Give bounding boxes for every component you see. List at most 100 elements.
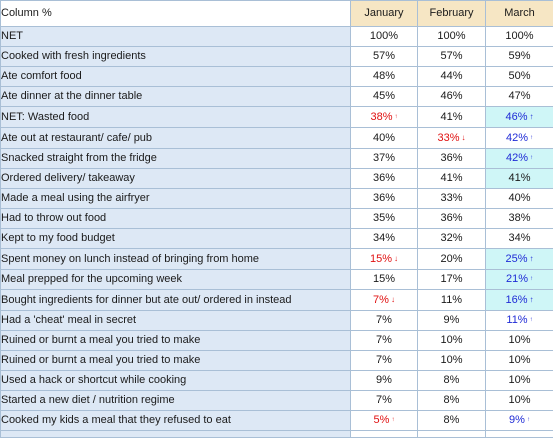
cell-value: 10% (486, 371, 553, 391)
table-row: Ate out at restaurant/ cafe/ pub 40% 33%↓4… (1, 128, 553, 149)
column-header-march[interactable]: March (486, 1, 553, 27)
cell-value: 33% (418, 189, 486, 209)
cell-value-text: 8% (444, 394, 460, 406)
cell-value: 33%↓ (418, 128, 486, 149)
cell-value-text: 5% (374, 414, 390, 426)
cell-value-text: 7% (376, 354, 392, 366)
cell-value: 5%↑ (351, 411, 418, 431)
cell-value-text: 41% (508, 172, 530, 184)
cell-value: 10% (486, 351, 553, 371)
cell-value: 36% (351, 189, 418, 209)
header-row: Column % January February March (1, 1, 553, 27)
cell-value-text: 33% (437, 132, 459, 144)
cell-value-text: 45% (373, 90, 395, 102)
cell-value-text: 57% (440, 50, 462, 62)
row-label: Had a 'cheat' meal in secret (1, 311, 351, 331)
cell-value: 35% (351, 209, 418, 229)
cell-value: 37% (351, 149, 418, 169)
cell-value-text: 47% (508, 90, 530, 102)
row-label: Started a new diet / nutrition regime (1, 391, 351, 411)
cell-value-text: 25% (505, 253, 527, 265)
arrow-up-icon: ↑ (530, 112, 534, 121)
cell-value: 41% (418, 169, 486, 189)
cell-value-text: 11% (506, 314, 527, 326)
cell-value: 7% (351, 331, 418, 351)
cell-value-text: 10% (508, 354, 530, 366)
arrow-down-icon: ↓ (391, 295, 395, 304)
cell-value: 7% (351, 311, 418, 331)
cell-value: 42%↑ (486, 128, 553, 149)
row-label: NET: Wasted food (1, 107, 351, 128)
cell-value-text: 35% (373, 212, 395, 224)
cell-value: 32% (418, 229, 486, 249)
cell-value: 40% (486, 189, 553, 209)
cell-value: 40% (351, 128, 418, 149)
cell-value-text: 10% (508, 394, 530, 406)
cell-value-text: 16% (505, 294, 527, 306)
cell-value-text: 37% (373, 152, 395, 164)
cell-value-text: 46% (505, 111, 527, 123)
column-header-january[interactable]: January (351, 1, 418, 27)
cell-value: 41% (418, 107, 486, 128)
cell-value: 9% (351, 371, 418, 391)
cell-value-text: 34% (508, 232, 530, 244)
cell-value: 38% (486, 209, 553, 229)
cell-value: 57% (418, 47, 486, 67)
table-row: Spent money on lunch instead of bringing… (1, 249, 553, 270)
row-label: Ate out at restaurant/ cafe/ pub (1, 128, 351, 149)
cell-value-text: 20% (440, 253, 462, 265)
cell-value-text: 38% (370, 111, 392, 123)
cell-value: 7% (351, 351, 418, 371)
cell-value: 38%↑ (351, 107, 418, 128)
cell-value: 15% (351, 270, 418, 290)
arrow-up-icon: ↑ (530, 135, 533, 141)
cell-value-text: 38% (508, 212, 530, 224)
cell-value: 44% (418, 67, 486, 87)
row-label: Kept to my food budget (1, 229, 351, 249)
table-row: Kept to my food budget 34% 32% 34% (1, 229, 553, 249)
row-label: Bought ingredients for dinner but ate ou… (1, 290, 351, 311)
arrow-up-icon: ↑ (530, 295, 534, 304)
row-label: Ate dinner at the dinner table (1, 87, 351, 107)
cell-value: 100% (486, 27, 553, 47)
cell-value-text: 36% (373, 172, 395, 184)
cell-value: 46% (418, 87, 486, 107)
cell-empty (486, 431, 553, 438)
table-row-partial (1, 431, 553, 438)
cell-value-text: 41% (440, 172, 462, 184)
table-row: Ruined or burnt a meal you tried to make… (1, 331, 553, 351)
cell-value-text: 10% (440, 354, 462, 366)
arrow-up-icon: ↑ (530, 254, 534, 263)
row-label: Snacked straight from the fridge (1, 149, 351, 169)
arrow-up-icon: ↑ (391, 417, 394, 423)
row-label: Spent money on lunch instead of bringing… (1, 249, 351, 270)
cell-value: 8% (418, 391, 486, 411)
cell-value: 15%↓ (351, 249, 418, 270)
cell-value: 36% (418, 209, 486, 229)
cell-value-text: 9% (444, 314, 460, 326)
cell-value-text: 34% (373, 232, 395, 244)
cell-value: 10% (418, 351, 486, 371)
cell-value: 21%↑ (486, 270, 553, 290)
table-row: Ate dinner at the dinner table 45% 46% 47% (1, 87, 553, 107)
cell-value: 10% (486, 331, 553, 351)
cell-value-text: 33% (440, 192, 462, 204)
row-label: Cooked my kids a meal that they refused … (1, 411, 351, 431)
cell-value: 25%↑ (486, 249, 553, 270)
row-label: Used a hack or shortcut while cooking (1, 371, 351, 391)
cell-value-text: 9% (376, 374, 392, 386)
cell-value-text: 40% (373, 132, 395, 144)
row-label: Made a meal using the airfryer (1, 189, 351, 209)
arrow-down-icon: ↓ (394, 254, 398, 263)
cell-value: 8% (418, 411, 486, 431)
column-header-february[interactable]: February (418, 1, 486, 27)
